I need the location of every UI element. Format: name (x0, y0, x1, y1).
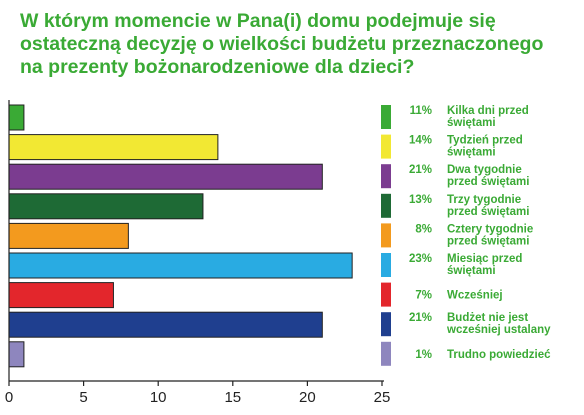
legend-swatch (381, 164, 391, 189)
legend-label: świętami (447, 265, 496, 277)
bar (8, 134, 219, 161)
legend-swatch (381, 223, 391, 248)
x-tick-label: 10 (150, 389, 167, 406)
legend-label: Kilka dni przed (447, 105, 529, 117)
legend-swatch (381, 253, 391, 277)
legend-label: Dwa tygodnie (447, 164, 522, 176)
x-tick-label: 15 (224, 389, 241, 406)
legend-label: przed świętami (447, 176, 529, 188)
bar (8, 282, 114, 309)
legend-swatch (381, 341, 391, 366)
x-tick-label: 0 (5, 389, 13, 406)
x-tick-label: 25 (374, 389, 391, 406)
legend-percent: 11% (410, 105, 432, 117)
chart-title: W którym momencie w Pana(i) domu podejmu… (20, 10, 544, 78)
legend-label: Tydzień przed (447, 135, 523, 147)
bar (8, 104, 25, 131)
legend-label: przed świętami (447, 235, 529, 247)
legend-percent: 8% (415, 223, 432, 235)
legend-label: wcześniej ustalany (446, 324, 551, 336)
x-tick-label: 20 (299, 389, 316, 406)
legend-swatch (381, 312, 391, 337)
legend-label: Wcześniej (447, 290, 503, 302)
legend-swatch (381, 134, 391, 159)
legend-swatch (381, 105, 391, 129)
bar (8, 252, 353, 279)
legend-percent: 1% (415, 349, 432, 361)
legend-label: Cztery tygodnie (447, 223, 533, 235)
legend-label: świętami (447, 117, 496, 129)
legend-percent: 14% (409, 135, 432, 147)
legend-percent: 21% (409, 164, 432, 176)
bar (8, 311, 323, 338)
legend-percent: 7% (415, 290, 432, 302)
bar (8, 222, 129, 249)
bar (8, 193, 204, 220)
legend-percent: 13% (409, 194, 432, 206)
legend-label: Miesiąc przed (447, 253, 522, 265)
bar (8, 341, 25, 368)
legend-label: Trudno powiedzieć (447, 349, 551, 361)
x-tick-label: 5 (79, 389, 87, 406)
legend-percent: 21% (409, 312, 432, 324)
legend-percent: 23% (409, 253, 432, 265)
legend-label: świętami (447, 147, 496, 159)
legend-swatch (381, 282, 391, 307)
legend-label: Budżet nie jest (447, 312, 528, 324)
bar (8, 163, 323, 190)
legend-label: przed świętami (447, 206, 529, 218)
legend-label: Trzy tygodnie (447, 194, 521, 206)
legend-swatch (381, 193, 391, 218)
